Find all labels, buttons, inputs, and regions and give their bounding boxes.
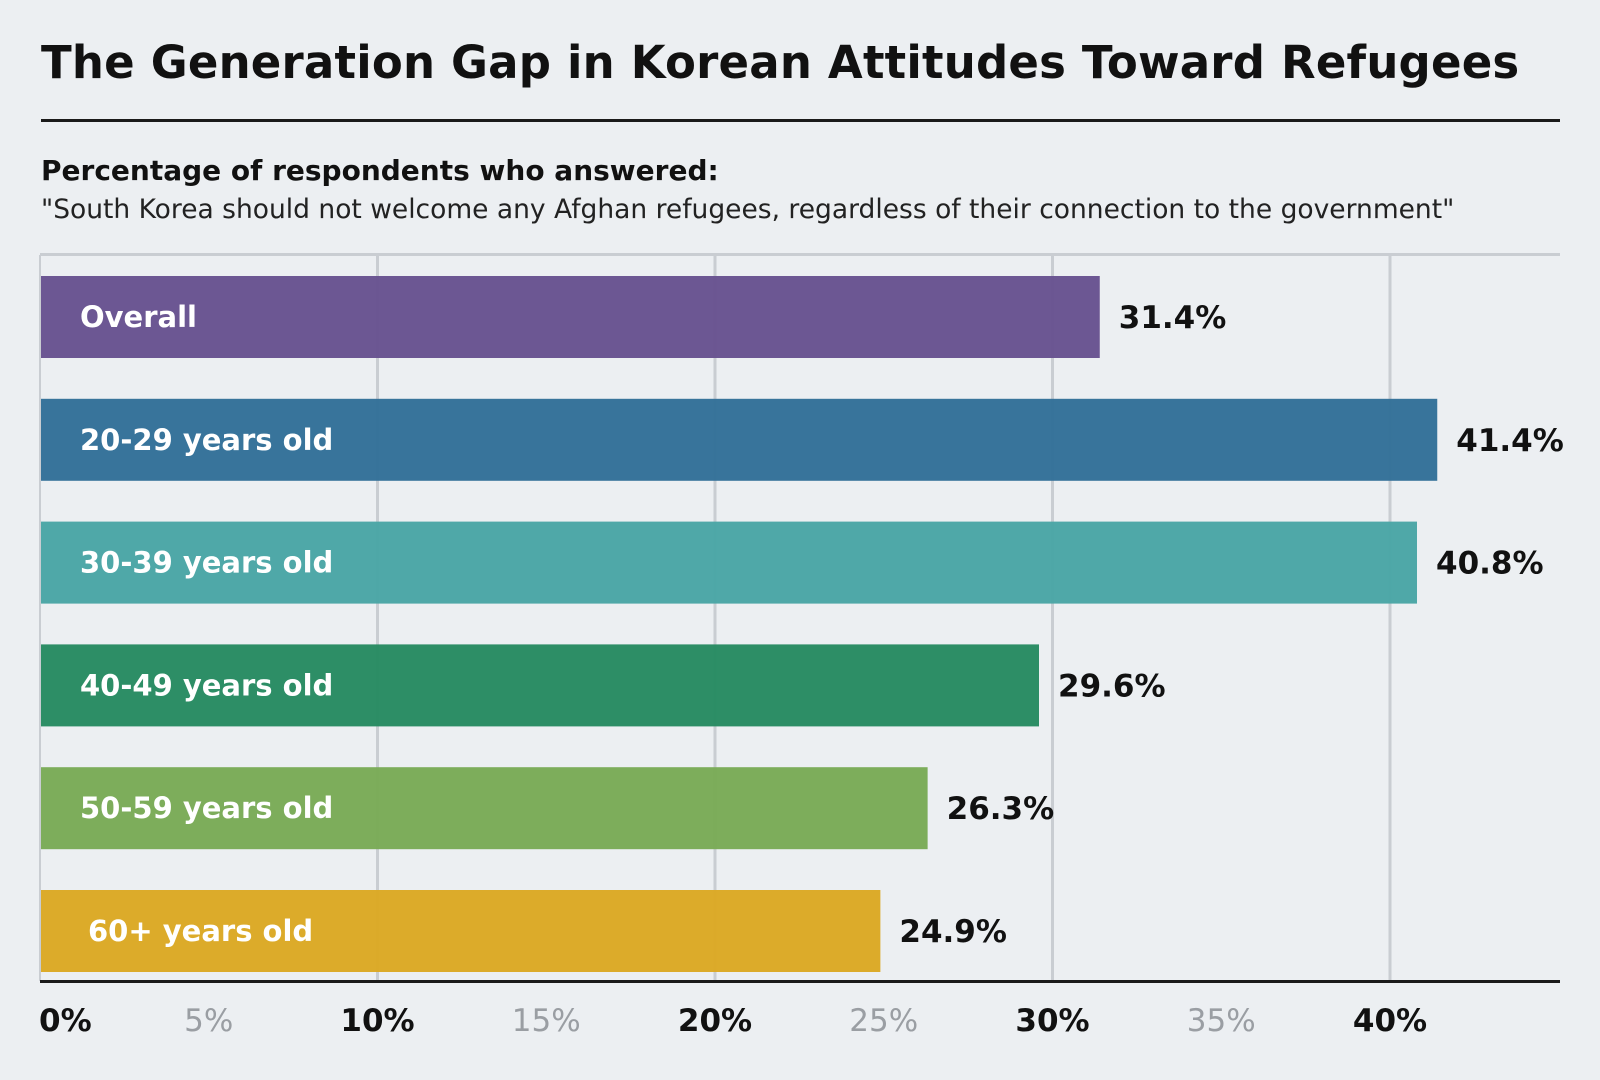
x-tick-label-5: 5% [184, 1003, 233, 1039]
bar-value-label-2: 41.4% [1456, 423, 1564, 459]
bar-category-label-1: Overall [80, 300, 197, 334]
x-tick-label-20: 20% [678, 1003, 752, 1039]
bar-category-label-4: 40-49 years old [80, 668, 333, 702]
bar-category-label-2: 20-29 years old [80, 423, 333, 457]
x-tick-label-35: 35% [1187, 1003, 1256, 1039]
bar-value-label-6: 24.9% [899, 914, 1007, 950]
plot-top-rule [40, 253, 1560, 256]
bar-category-label-6: 60+ years old [88, 914, 313, 948]
bar-2 [40, 398, 1438, 481]
x-axis-line [40, 980, 1560, 983]
bar-6 [40, 890, 881, 972]
bar-value-label-1: 31.4% [1119, 300, 1227, 336]
title-divider [41, 119, 1560, 122]
bar-5 [40, 767, 928, 850]
chart-subtitle-quote: "South Korea should not welcome any Afgh… [41, 194, 1455, 225]
x-tick-label-0: 0% [39, 1003, 92, 1039]
bar-1 [40, 276, 1100, 358]
chart-title: The Generation Gap in Korean Attitudes T… [41, 36, 1520, 89]
x-tick-label-10: 10% [340, 1003, 414, 1039]
bar-3 [40, 521, 1417, 604]
bar-value-label-4: 29.6% [1058, 668, 1166, 704]
bar-value-label-5: 26.3% [947, 791, 1055, 827]
bar-category-label-5: 50-59 years old [80, 791, 333, 825]
x-tick-label-15: 15% [512, 1003, 581, 1039]
x-tick-label-30: 30% [1015, 1003, 1089, 1039]
bar-value-label-3: 40.8% [1436, 546, 1544, 582]
bar-category-label-3: 30-39 years old [80, 546, 333, 580]
x-tick-label-25: 25% [849, 1003, 918, 1039]
chart-subtitle-heading: Percentage of respondents who answered: [41, 154, 719, 187]
bar-4 [40, 644, 1039, 727]
x-tick-label-40: 40% [1353, 1003, 1427, 1039]
